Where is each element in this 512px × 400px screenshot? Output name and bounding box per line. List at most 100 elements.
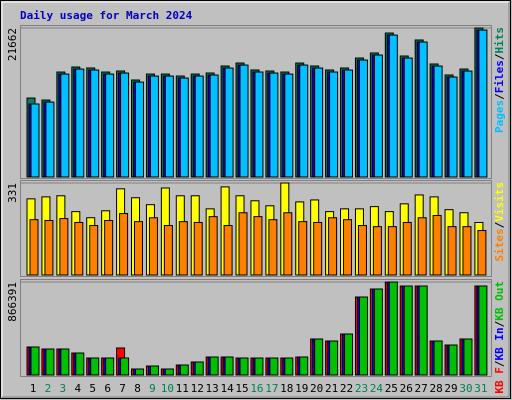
bar	[60, 73, 70, 178]
bar	[193, 221, 203, 276]
bar	[433, 65, 443, 178]
bar	[163, 225, 173, 276]
bar	[194, 361, 204, 376]
bar	[164, 75, 174, 178]
bar	[30, 103, 40, 178]
x-tick-label: 14	[220, 382, 234, 395]
x-tick-label: 10	[161, 382, 174, 395]
bar	[313, 221, 323, 276]
bar	[164, 368, 174, 376]
bar	[223, 225, 233, 276]
x-tick-label: 3	[60, 382, 67, 395]
bar	[29, 219, 39, 276]
bar	[105, 357, 115, 376]
bar	[418, 285, 428, 376]
x-tick-label: 23	[355, 382, 368, 395]
bar	[372, 226, 382, 276]
bar	[373, 288, 383, 376]
bar	[314, 338, 324, 376]
chart-title: Daily usage for March 2024	[20, 9, 193, 22]
bar	[357, 225, 367, 276]
y-tick-label: 331	[6, 183, 19, 203]
bar	[134, 221, 144, 276]
bar	[45, 101, 55, 178]
bar	[208, 216, 218, 276]
bar	[44, 220, 54, 276]
x-tick-label: 22	[340, 382, 353, 395]
bar	[119, 213, 129, 276]
bar	[75, 68, 85, 178]
bar	[314, 67, 324, 178]
legend-separator: /	[493, 53, 506, 60]
bar	[298, 221, 308, 276]
bar	[343, 219, 353, 276]
bar	[387, 226, 397, 276]
bar	[299, 356, 309, 376]
bar	[269, 357, 279, 376]
x-tick-label: 25	[385, 382, 398, 395]
bar	[269, 72, 279, 178]
bar	[89, 225, 99, 276]
bar	[135, 81, 145, 178]
bar	[358, 59, 368, 178]
y-tick-label: 866391	[6, 282, 19, 322]
bar	[417, 217, 427, 276]
bar	[149, 75, 159, 178]
legend-entry: KB In	[493, 327, 506, 360]
legend: KB F/KB In/KB Out	[493, 281, 506, 394]
bar	[284, 357, 294, 376]
legend-separator: /	[493, 221, 506, 228]
x-tick-label: 15	[235, 382, 248, 395]
bar	[75, 352, 85, 376]
x-tick-label: 31	[474, 382, 487, 395]
bar	[329, 340, 339, 376]
bar	[328, 217, 338, 276]
bar	[179, 364, 189, 376]
bar	[477, 230, 487, 276]
bar	[388, 281, 398, 376]
x-tick-label: 24	[370, 382, 384, 395]
x-tick-label: 27	[415, 382, 428, 395]
bar	[283, 212, 293, 276]
x-tick-label: 21	[325, 382, 338, 395]
bar	[224, 356, 234, 376]
bar	[238, 212, 248, 276]
bar	[60, 348, 70, 376]
bar	[478, 29, 488, 178]
legend-entry: Pages	[493, 100, 506, 133]
bar	[284, 73, 294, 178]
x-tick-label: 1	[30, 382, 37, 395]
x-tick-label: 17	[265, 382, 278, 395]
x-tick-label: 7	[119, 382, 126, 395]
x-tick-label: 9	[149, 382, 156, 395]
x-tick-label: 26	[400, 382, 413, 395]
bar	[344, 69, 354, 178]
bar	[104, 220, 114, 276]
bar	[329, 71, 339, 178]
bar	[463, 338, 473, 376]
x-tick-label: 16	[250, 382, 263, 395]
legend: Pages/Files/Hits	[493, 27, 506, 133]
bar	[90, 357, 100, 376]
bar	[254, 71, 264, 178]
bar	[373, 54, 383, 178]
bar	[433, 340, 443, 376]
bar	[299, 64, 309, 178]
bar	[120, 72, 130, 178]
bar	[462, 226, 472, 276]
bar	[254, 357, 264, 376]
bar	[418, 41, 428, 178]
bar	[209, 356, 219, 376]
legend-entry: Files	[493, 60, 506, 93]
bar	[209, 74, 219, 178]
bar	[90, 69, 100, 178]
bar	[194, 75, 204, 178]
bar	[239, 357, 249, 376]
bar	[403, 285, 413, 376]
bar	[448, 344, 458, 376]
bar	[403, 57, 413, 178]
bar	[149, 365, 159, 376]
bar	[59, 218, 69, 276]
bar	[344, 333, 354, 376]
